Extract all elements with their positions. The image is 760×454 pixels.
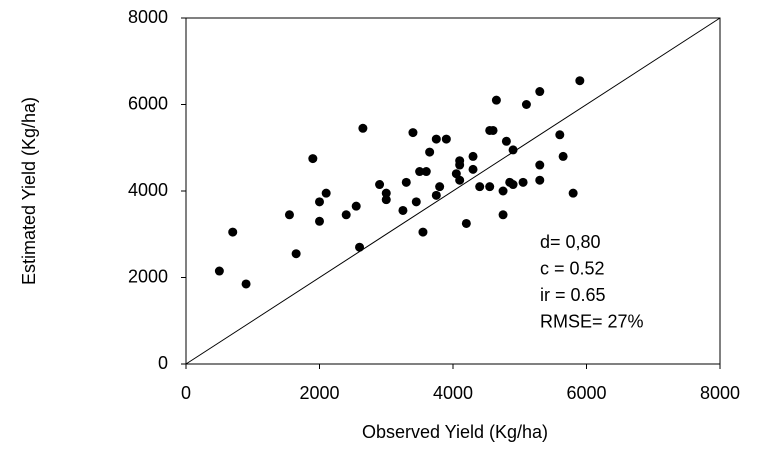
x-tick-label: 2000 <box>299 383 339 403</box>
point <box>501 136 511 146</box>
point <box>415 167 425 177</box>
point <box>558 151 568 161</box>
point <box>241 279 251 289</box>
point <box>341 210 351 220</box>
point <box>315 197 324 207</box>
point <box>421 167 431 177</box>
point <box>435 182 445 192</box>
one-to-one-line <box>185 17 721 365</box>
x-tick-label: 6000 <box>566 383 606 403</box>
point <box>498 186 508 196</box>
stat-annotation: RMSE= 27% <box>540 311 644 331</box>
point <box>568 188 578 198</box>
point <box>521 100 531 109</box>
x-tick-label: 4000 <box>433 383 473 403</box>
stat-annotation: ir = 0.65 <box>540 285 606 305</box>
point <box>408 128 418 138</box>
point <box>468 164 478 174</box>
point <box>555 130 565 140</box>
y-tick-label: 2000 <box>128 266 168 286</box>
point <box>575 76 585 86</box>
point <box>488 125 498 135</box>
point <box>214 266 224 276</box>
point <box>375 180 385 190</box>
point <box>291 249 301 259</box>
y-tick-label: 0 <box>158 353 168 373</box>
point <box>431 134 441 144</box>
point <box>475 182 485 192</box>
point <box>381 188 391 198</box>
x-axis-title: Observed Yield (Kg/ha) <box>362 422 548 442</box>
point <box>418 227 428 237</box>
point <box>355 242 365 252</box>
point <box>455 156 465 166</box>
point <box>351 201 361 211</box>
point <box>468 151 478 161</box>
point <box>321 188 331 198</box>
y-axis-title: Estimated Yield (Kg/ha) <box>19 97 39 285</box>
point <box>308 154 318 164</box>
point <box>228 227 238 237</box>
point <box>508 180 518 190</box>
point <box>381 195 391 205</box>
point <box>518 177 528 187</box>
x-tick-label: 0 <box>181 383 191 403</box>
y-tick-label: 4000 <box>128 180 168 200</box>
point <box>284 210 294 220</box>
stat-annotation: c = 0.52 <box>540 258 605 278</box>
point <box>431 190 441 200</box>
point <box>441 134 451 144</box>
point <box>535 87 545 97</box>
point <box>491 95 501 105</box>
point <box>425 147 435 157</box>
point <box>401 177 411 187</box>
point <box>461 218 471 228</box>
point <box>485 182 495 192</box>
point <box>508 145 518 155</box>
point <box>535 160 545 170</box>
point <box>398 205 408 215</box>
y-tick-label: 6000 <box>128 93 168 113</box>
point <box>455 175 465 185</box>
point <box>498 210 508 220</box>
y-tick-label: 8000 <box>128 7 168 27</box>
point <box>411 197 421 207</box>
x-tick-label: 8000 <box>700 383 740 403</box>
stat-annotation: d= 0,80 <box>540 232 601 252</box>
point <box>315 216 324 226</box>
point <box>535 175 545 185</box>
point <box>358 123 368 133</box>
